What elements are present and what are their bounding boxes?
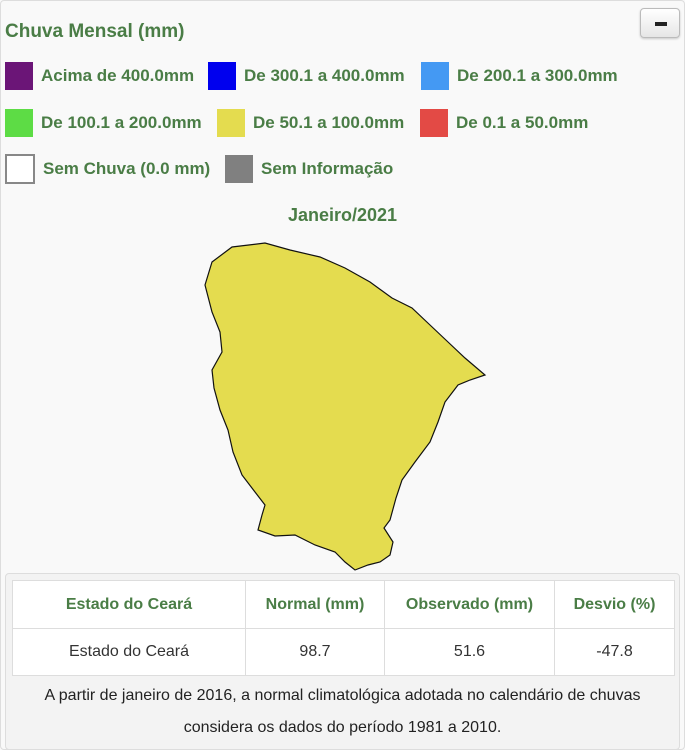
legend-item: Acima de 400.0mm [5, 62, 194, 90]
legend-swatch [420, 109, 448, 137]
legend-item: Sem Informação [225, 155, 393, 183]
legend-swatch [5, 109, 33, 137]
rainfall-table: Estado do Ceará Normal (mm) Observado (m… [12, 580, 675, 676]
legend-item: De 200.1 a 300.0mm [421, 62, 618, 90]
map-period: Janeiro/2021 [287, 205, 398, 225]
collapse-button[interactable] [640, 8, 680, 38]
legend-item: De 50.1 a 100.0mm [217, 109, 404, 137]
ceara-region[interactable] [204, 242, 487, 571]
legend-item: De 300.1 a 400.0mm [208, 62, 405, 90]
legend-label: De 200.1 a 300.0mm [457, 66, 618, 85]
table-cell: -47.8 [554, 628, 675, 676]
table-cell: Estado do Ceará [12, 628, 246, 676]
legend-label: De 0.1 a 50.0mm [456, 113, 589, 132]
legend-label: De 50.1 a 100.0mm [253, 113, 405, 132]
minus-icon [655, 22, 667, 26]
table-cell: 98.7 [245, 628, 385, 676]
legend-swatch [208, 62, 236, 90]
legend-item: Sem Chuva (0.0 mm) [5, 154, 210, 184]
panel-title: Chuva Mensal (mm) [5, 21, 185, 42]
legend-swatch [225, 155, 253, 183]
column-header: Observado (mm) [384, 580, 555, 629]
column-header: Desvio (%) [554, 580, 675, 629]
table-cell: 51.6 [384, 628, 555, 676]
table-header-row: Estado do Ceará Normal (mm) Observado (m… [12, 580, 675, 629]
column-header: Estado do Ceará [12, 580, 246, 629]
legend-swatch [217, 109, 245, 137]
column-header: Normal (mm) [245, 580, 385, 629]
legend-swatch [5, 154, 35, 184]
legend-item: De 100.1 a 200.0mm [5, 109, 202, 137]
legend-label: Acima de 400.0mm [41, 66, 195, 85]
legend-label: Sem Informação [261, 159, 394, 178]
legend-swatch [5, 62, 33, 90]
legend-label: De 300.1 a 400.0mm [244, 66, 405, 85]
legend-item: De 0.1 a 50.0mm [420, 109, 588, 137]
legend-label: Sem Chuva (0.0 mm) [43, 159, 211, 178]
footnote: A partir de janeiro de 2016, a normal cl… [44, 687, 641, 736]
table-row: Estado do Ceará 98.7 51.6 -47.8 [12, 628, 675, 676]
ceara-map [204, 242, 487, 571]
legend-label: De 100.1 a 200.0mm [41, 113, 202, 132]
legend-swatch [421, 62, 449, 90]
summary-panel: Estado do Ceará Normal (mm) Observado (m… [5, 573, 680, 750]
